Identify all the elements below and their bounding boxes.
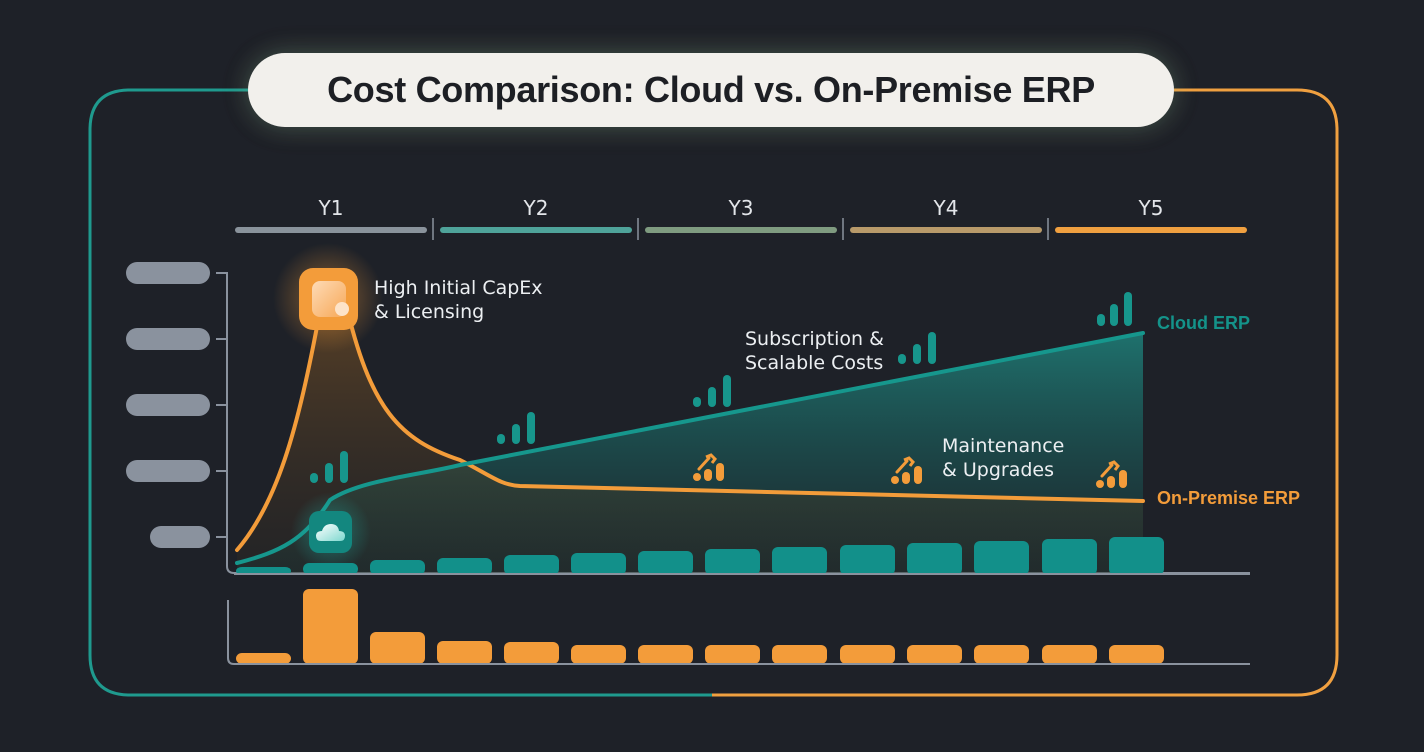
annotation-maintenance-line2: & Upgrades [942,459,1054,481]
cloud-icon [291,492,371,572]
y-tick-label-placeholder [150,526,210,548]
page-title: Cost Comparison: Cloud vs. On-Premise ER… [327,69,1095,110]
y-tick-label-placeholder [126,262,210,284]
year-label-y2: Y2 [523,196,549,220]
frame-border [88,88,1339,697]
annotation-capex-line1: High Initial CapEx [374,277,543,299]
timeline-bar [235,218,1247,240]
annotation-subscription: Subscription & Scalable Costs [745,327,884,375]
annotation-capex: High Initial CapEx & Licensing [374,276,543,324]
onprem-area [237,300,1143,573]
year-label-y5: Y5 [1138,196,1164,220]
legend-cloud-erp: Cloud ERP [1157,313,1250,333]
year-label-y4: Y4 [933,196,959,220]
y-axis [216,272,1250,574]
annotation-subscription-line1: Subscription & [745,328,884,350]
wrench-bars-icon [693,453,1127,488]
year-label-y3: Y3 [728,196,754,220]
annotation-maintenance-line1: Maintenance [942,435,1065,457]
y-tick-label-placeholder [126,328,210,350]
annotation-capex-line2: & Licensing [374,301,485,323]
onprem-bars [236,589,1164,664]
bottom-axis [227,600,1250,665]
legend-onprem-erp: On-Premise ERP [1157,488,1301,508]
signal-bars-icon [310,292,1132,483]
server-box-icon [273,243,383,353]
y-tick-label-placeholder [126,394,210,416]
title-pill: Cost Comparison: Cloud vs. On-Premise ER… [248,53,1174,127]
annotation-maintenance: Maintenance & Upgrades [942,434,1064,482]
year-label-y1: Y1 [318,196,344,220]
y-tick-label-placeholder [126,460,210,482]
annotation-subscription-line2: Scalable Costs [745,352,884,374]
